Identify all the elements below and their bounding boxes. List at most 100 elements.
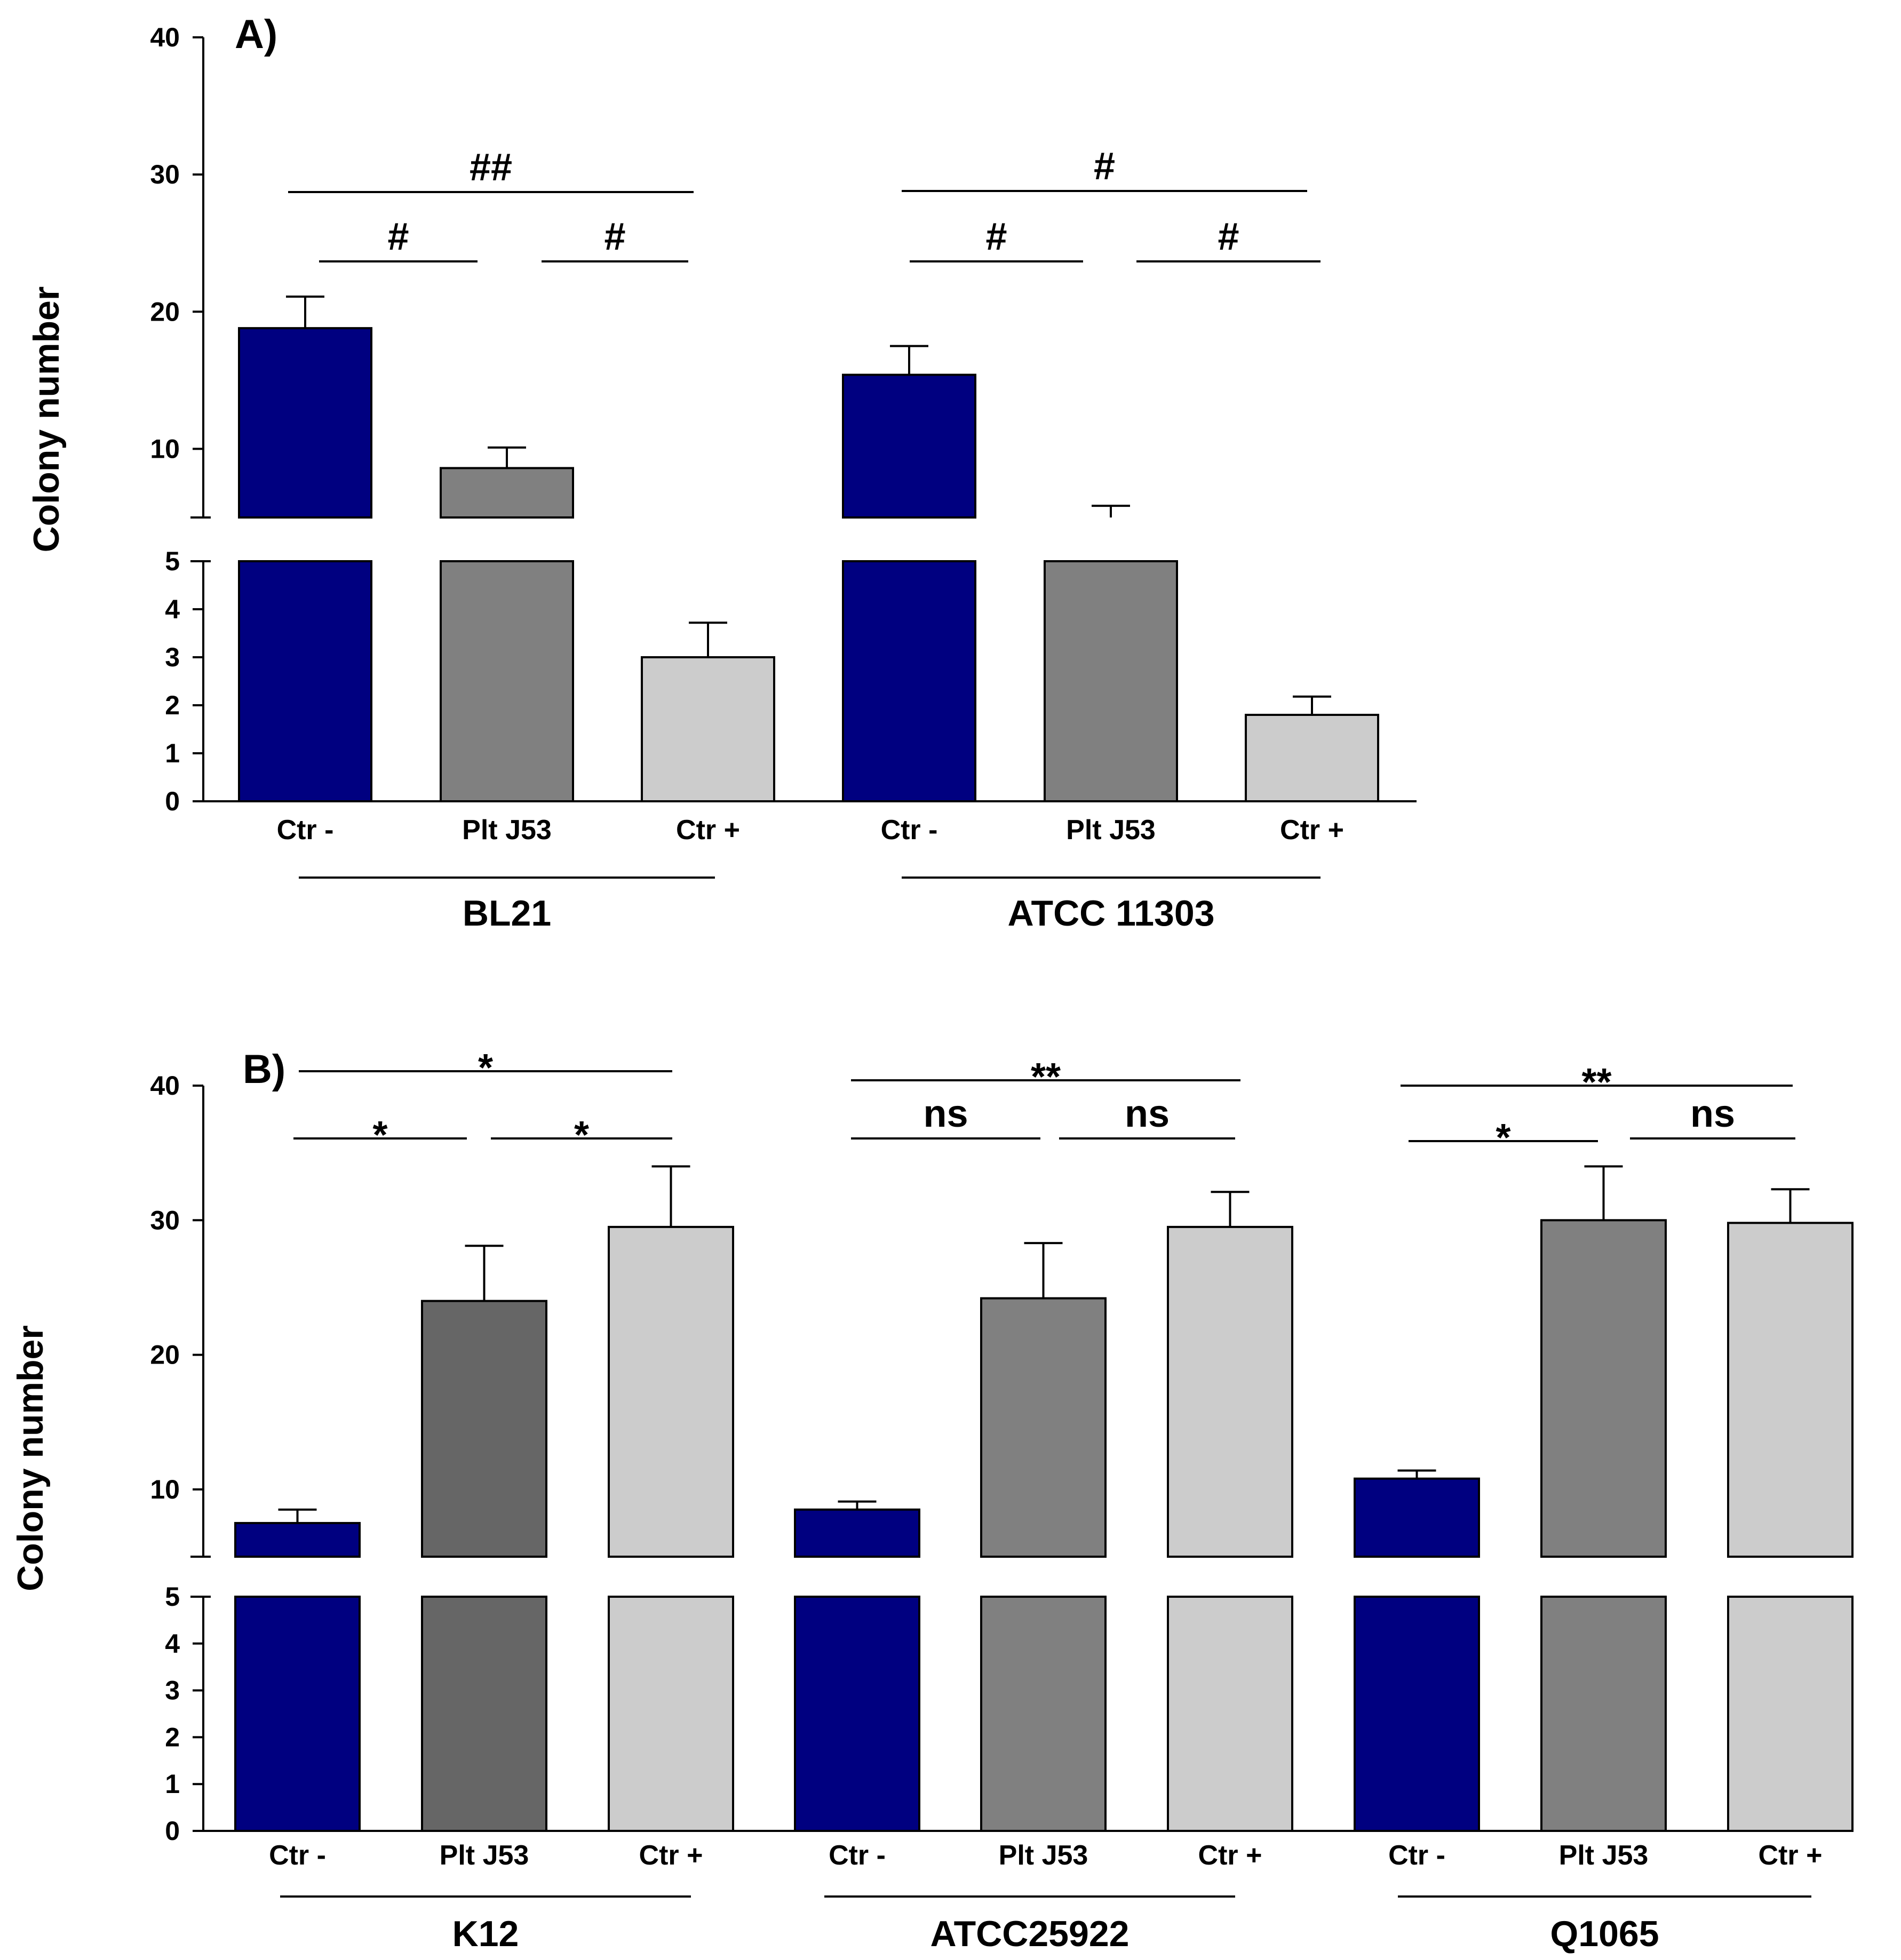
y-tick-label: 4 <box>165 594 180 624</box>
y-tick-label: 1 <box>165 1769 180 1799</box>
bar-lower-segment <box>440 560 574 802</box>
bar-upper-segment <box>608 1225 734 1558</box>
group-label: Q1065 <box>1550 1914 1659 1954</box>
bar <box>641 656 775 802</box>
x-category-label: Ctr + <box>1759 1840 1823 1871</box>
significance-label: ns <box>1125 1093 1170 1135</box>
x-category-label: Ctr - <box>829 1840 886 1871</box>
y-tick-label: 10 <box>150 434 180 464</box>
significance-label: # <box>604 216 625 258</box>
group-label: ATCC25922 <box>930 1914 1130 1954</box>
bar-lower-segment <box>1167 1596 1293 1832</box>
x-category-label: Ctr + <box>1198 1840 1262 1871</box>
y-tick-label: 1 <box>165 738 180 768</box>
y-tick-label: 4 <box>165 1629 180 1659</box>
x-category-label: Plt J53 <box>462 815 552 846</box>
bar-upper-segment <box>1540 1219 1667 1558</box>
bar-lower-segment <box>794 1596 920 1832</box>
y-tick-label: 2 <box>165 1722 180 1752</box>
y-tick-label: 40 <box>150 22 180 52</box>
significance-label: ns <box>923 1093 968 1135</box>
chart-panel-1: 0 1 2 3 4 5 10 20 30 40 Colony number A) Ctr - Plt J5… <box>26 12 1417 934</box>
y-tick-label: 30 <box>150 1205 180 1235</box>
error-bar <box>1293 695 1331 715</box>
y-tick-label: 2 <box>165 690 180 720</box>
x-category-label: Ctr + <box>1280 815 1344 846</box>
significance-label: * <box>478 1047 493 1089</box>
bar <box>1044 560 1178 802</box>
error-bar <box>1024 1242 1063 1298</box>
bar-lower-segment <box>234 1596 361 1832</box>
bar <box>1245 714 1379 802</box>
bar-upper-segment <box>1167 1225 1293 1558</box>
error-bar <box>286 296 324 329</box>
bar-upper-segment <box>234 1521 361 1558</box>
x-category-label: Ctr - <box>1388 1840 1445 1871</box>
x-category-label: Ctr - <box>881 815 938 846</box>
y-tick-label: 20 <box>150 1340 180 1370</box>
y-tick-label: 20 <box>150 297 180 326</box>
y-tick-label: 40 <box>150 1071 180 1101</box>
error-bar <box>1584 1165 1623 1221</box>
x-category-label: Plt J53 <box>1559 1840 1649 1871</box>
x-category-label: Ctr - <box>277 815 334 846</box>
x-category-label: Ctr - <box>269 1840 326 1871</box>
group-label: BL21 <box>463 893 551 934</box>
error-bar <box>1397 1469 1436 1479</box>
y-tick-label: 0 <box>165 786 180 816</box>
y-tick-label: 3 <box>165 642 180 672</box>
bar-lower-segment <box>1354 1596 1480 1832</box>
bar-lower-segment <box>1540 1596 1667 1832</box>
significance-label: ** <box>1581 1061 1611 1104</box>
significance-label: # <box>387 216 409 258</box>
significance-label: ## <box>470 146 512 189</box>
significance-label: * <box>574 1114 589 1157</box>
bar-upper-segment <box>238 327 372 519</box>
y-axis-label: Colony number <box>26 286 67 553</box>
y-tick-label: 0 <box>165 1816 180 1846</box>
error-bar <box>488 446 526 468</box>
y-axis-label: Colony number <box>10 1325 51 1591</box>
y-tick-label: 30 <box>150 160 180 189</box>
y-tick-label: 5 <box>165 1582 180 1612</box>
error-bar <box>838 1500 877 1510</box>
bar-upper-segment <box>1354 1477 1480 1558</box>
x-category-label: Plt J53 <box>1066 815 1156 846</box>
x-category-label: Plt J53 <box>440 1840 529 1871</box>
bar-upper-segment <box>980 1297 1107 1558</box>
group-label: K12 <box>452 1914 519 1954</box>
bar-upper-segment <box>842 373 976 519</box>
error-bar <box>465 1245 504 1301</box>
significance-label: ns <box>1690 1093 1735 1135</box>
error-bar <box>1211 1191 1250 1227</box>
error-bar <box>890 345 928 375</box>
y-tick-label: 10 <box>150 1475 180 1504</box>
error-bar <box>651 1165 690 1227</box>
error-bar <box>1092 505 1130 517</box>
y-tick-label: 5 <box>165 546 180 576</box>
panel-label: A) <box>235 12 277 57</box>
bar-lower-segment <box>608 1596 734 1832</box>
bar-lower-segment <box>842 560 976 802</box>
error-bar <box>689 622 727 657</box>
bar-upper-segment <box>1727 1222 1854 1558</box>
significance-label: # <box>1094 145 1115 188</box>
x-category-label: Ctr + <box>639 1840 703 1871</box>
panel-label: B) <box>243 1047 285 1092</box>
significance-label: ** <box>1031 1056 1061 1098</box>
significance-label: # <box>1218 216 1239 258</box>
error-bar <box>278 1508 317 1523</box>
bar-upper-segment <box>440 467 574 519</box>
bar-lower-segment <box>238 560 372 802</box>
group-label: ATCC 11303 <box>1007 893 1214 934</box>
x-category-label: Plt J53 <box>999 1840 1088 1871</box>
bar-upper-segment <box>794 1508 920 1558</box>
bar-lower-segment <box>421 1596 547 1832</box>
significance-label: * <box>1496 1117 1510 1159</box>
significance-label: # <box>985 216 1007 258</box>
error-bar <box>1771 1188 1810 1223</box>
bar-upper-segment <box>421 1300 547 1558</box>
chart-panel-2: 0 1 2 3 4 5 10 20 30 40 Colony number B) Ctr - Plt J5… <box>10 1047 1854 1954</box>
bar-lower-segment <box>980 1596 1107 1832</box>
